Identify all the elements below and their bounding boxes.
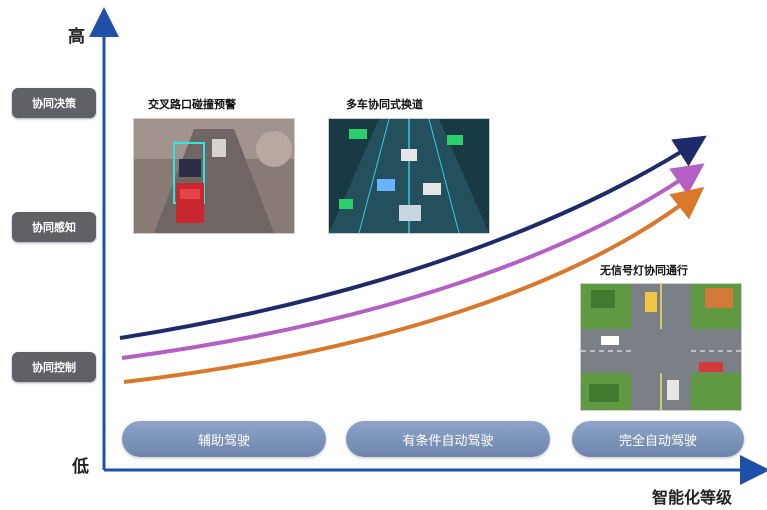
stage-pill-full: 完全自动驾驶 [572, 421, 744, 457]
stage-pill-assisted: 辅助驾驶 [122, 421, 326, 457]
y-axis-low-label: 低 [72, 457, 89, 477]
y-axis-high-label: 高 [68, 27, 85, 47]
trend-curve-orange [123, 187, 705, 384]
intersection-collision-warning-image [133, 118, 295, 234]
stage-pill-conditional: 有条件自动驾驶 [346, 421, 550, 457]
x-axis-title: 智能化等级 [652, 488, 733, 507]
scene-caption-lane-change: 多车协同式换道 [346, 98, 423, 111]
scene-caption-unsignalized: 无信号灯协同通行 [600, 264, 688, 277]
unsignalized-intersection-image [580, 283, 742, 411]
y-level-box-middle: 协同感知 [12, 212, 96, 242]
trend-curve-purple [121, 163, 705, 360]
scene-caption-intersection-warning: 交叉路口碰撞预警 [148, 98, 236, 111]
y-level-box-top: 协同决策 [12, 88, 96, 118]
y-level-box-bottom: 协同控制 [12, 352, 96, 382]
multi-vehicle-lane-change-image [328, 118, 490, 234]
trend-curve-navy [119, 135, 707, 340]
